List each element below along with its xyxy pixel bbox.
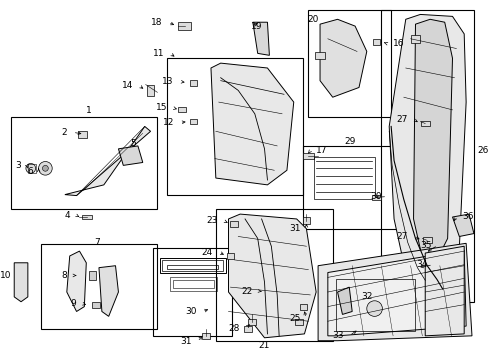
Bar: [189, 80, 197, 86]
Polygon shape: [388, 14, 465, 295]
Text: 11: 11: [152, 49, 164, 58]
Bar: [41, 244, 157, 329]
Polygon shape: [228, 214, 316, 338]
Text: 23: 23: [206, 216, 217, 225]
Text: 17: 17: [316, 146, 327, 155]
Text: 31: 31: [288, 224, 300, 233]
Text: 16: 16: [392, 39, 404, 48]
Text: 32: 32: [360, 292, 372, 301]
Bar: [215, 209, 332, 341]
Polygon shape: [210, 63, 293, 185]
Text: 33: 33: [331, 331, 343, 340]
Text: 8: 8: [61, 271, 67, 280]
Text: 5: 5: [130, 139, 136, 148]
Circle shape: [429, 248, 439, 258]
Bar: [226, 253, 234, 259]
Text: 13: 13: [162, 77, 174, 86]
Polygon shape: [413, 19, 451, 279]
Text: 1: 1: [86, 106, 92, 115]
Circle shape: [366, 301, 382, 316]
Text: 30: 30: [184, 307, 196, 316]
Polygon shape: [14, 263, 28, 302]
Polygon shape: [451, 214, 473, 237]
Bar: [371, 195, 380, 201]
Circle shape: [26, 163, 36, 173]
Bar: [170, 278, 216, 291]
Bar: [372, 39, 380, 45]
Bar: [167, 58, 303, 195]
Bar: [410, 35, 419, 43]
Bar: [167, 265, 217, 269]
Bar: [418, 262, 435, 274]
Polygon shape: [318, 243, 471, 341]
Text: 27: 27: [395, 232, 407, 241]
Bar: [308, 10, 390, 117]
Text: 12: 12: [162, 118, 174, 127]
Text: 2: 2: [61, 128, 67, 137]
Text: 7: 7: [94, 238, 100, 247]
Bar: [173, 280, 213, 288]
Bar: [78, 131, 86, 138]
Text: 30: 30: [369, 192, 381, 201]
Bar: [420, 121, 429, 126]
Bar: [88, 271, 95, 280]
Text: 25: 25: [288, 314, 300, 323]
Text: 26: 26: [477, 146, 488, 155]
Polygon shape: [99, 266, 118, 316]
Bar: [303, 146, 405, 229]
Text: 27: 27: [395, 115, 407, 124]
Bar: [302, 217, 310, 224]
Bar: [11, 117, 157, 209]
Bar: [315, 52, 324, 59]
Bar: [82, 215, 92, 220]
Text: 9: 9: [71, 299, 77, 308]
Text: 31: 31: [180, 337, 191, 346]
Polygon shape: [319, 19, 366, 97]
Bar: [247, 319, 255, 325]
Text: 6: 6: [27, 167, 33, 176]
Circle shape: [39, 162, 52, 175]
Text: 3: 3: [15, 161, 21, 170]
Bar: [230, 221, 238, 227]
Bar: [314, 157, 374, 199]
Bar: [302, 153, 314, 158]
Text: 24: 24: [201, 248, 212, 257]
Bar: [152, 248, 232, 336]
Text: 36: 36: [461, 212, 473, 221]
Text: 21: 21: [258, 341, 270, 350]
Text: 10: 10: [0, 271, 11, 280]
Text: 29: 29: [344, 136, 355, 145]
Bar: [162, 260, 222, 271]
Text: 35: 35: [420, 241, 431, 250]
Polygon shape: [337, 287, 351, 314]
Text: 19: 19: [250, 22, 262, 31]
Text: 18: 18: [150, 18, 162, 27]
Polygon shape: [67, 251, 86, 311]
Bar: [146, 85, 154, 96]
Circle shape: [42, 165, 48, 171]
Text: 34: 34: [415, 260, 427, 269]
Text: 22: 22: [241, 287, 252, 296]
Bar: [202, 333, 209, 339]
Polygon shape: [65, 126, 150, 195]
Polygon shape: [252, 22, 269, 55]
Text: 14: 14: [122, 81, 133, 90]
Bar: [244, 326, 251, 332]
Polygon shape: [425, 246, 463, 336]
Bar: [335, 279, 415, 331]
Polygon shape: [327, 250, 465, 336]
Bar: [381, 10, 473, 302]
Bar: [294, 319, 302, 325]
Text: 4: 4: [64, 211, 70, 220]
Bar: [178, 22, 191, 31]
Bar: [299, 304, 307, 310]
Bar: [422, 238, 431, 243]
Polygon shape: [118, 146, 142, 165]
Bar: [178, 107, 185, 112]
Text: 28: 28: [228, 324, 240, 333]
Bar: [92, 302, 100, 307]
Bar: [189, 119, 197, 125]
Text: 15: 15: [155, 103, 167, 112]
Text: 20: 20: [307, 15, 318, 24]
